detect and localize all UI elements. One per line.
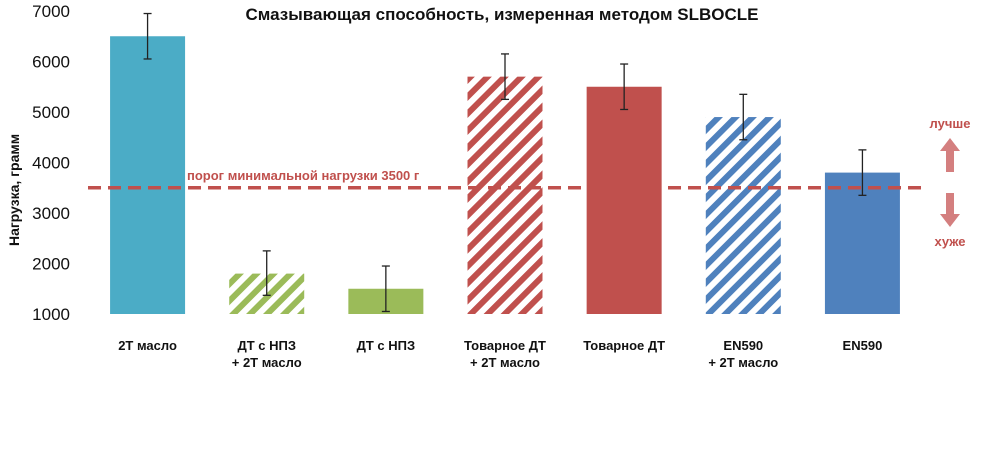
- y-tick-label: 3000: [32, 204, 70, 223]
- y-tick-label: 4000: [32, 154, 70, 173]
- error-bars: [143, 12, 867, 313]
- y-axis: 1000 2000 3000 4000 5000 6000 7000: [32, 2, 70, 324]
- x-tick-label: ДТ с НПЗ: [357, 338, 416, 353]
- y-tick-label: 1000: [32, 305, 70, 324]
- error-bar: [381, 265, 390, 313]
- error-bar: [620, 63, 629, 111]
- x-tick-label: 2T масло: [118, 338, 177, 353]
- x-tick-label: Товарное ДТ: [583, 338, 665, 353]
- error-bar: [858, 149, 867, 196]
- down-arrow-icon: [940, 193, 960, 227]
- y-tick-label: 5000: [32, 103, 70, 122]
- better-label: лучше: [930, 116, 971, 131]
- error-bar: [143, 12, 152, 60]
- bars: [110, 36, 900, 315]
- bar: [467, 76, 543, 315]
- bar: [824, 172, 900, 314]
- y-tick-label: 2000: [32, 255, 70, 274]
- error-bar: [262, 250, 271, 296]
- chart-title: Смазывающая способность, измеренная мето…: [246, 5, 759, 24]
- up-arrow-icon: [940, 138, 960, 172]
- x-axis: 2T масло ДТ с НПЗ + 2T масло ДТ с НПЗ Товарн…: [118, 338, 882, 370]
- x-tick-label: EN590 + 2T масло: [708, 338, 778, 370]
- threshold-label: порог минимальной нагрузки 3500 г: [187, 168, 420, 183]
- worse-label: хуже: [934, 234, 965, 249]
- x-tick-label: ДТ с НПЗ + 2T масло: [232, 338, 302, 370]
- x-tick-label: Товарное ДТ + 2T масло: [464, 338, 546, 370]
- bar: [110, 36, 186, 314]
- y-axis-label: Нагрузка, грамм: [6, 134, 22, 246]
- error-bar: [501, 53, 509, 101]
- bar: [705, 117, 781, 314]
- y-tick-label: 6000: [32, 53, 70, 72]
- error-bar: [739, 93, 748, 141]
- bar: [586, 86, 662, 314]
- x-tick-label: EN590: [843, 338, 883, 353]
- y-tick-label: 7000: [32, 2, 70, 21]
